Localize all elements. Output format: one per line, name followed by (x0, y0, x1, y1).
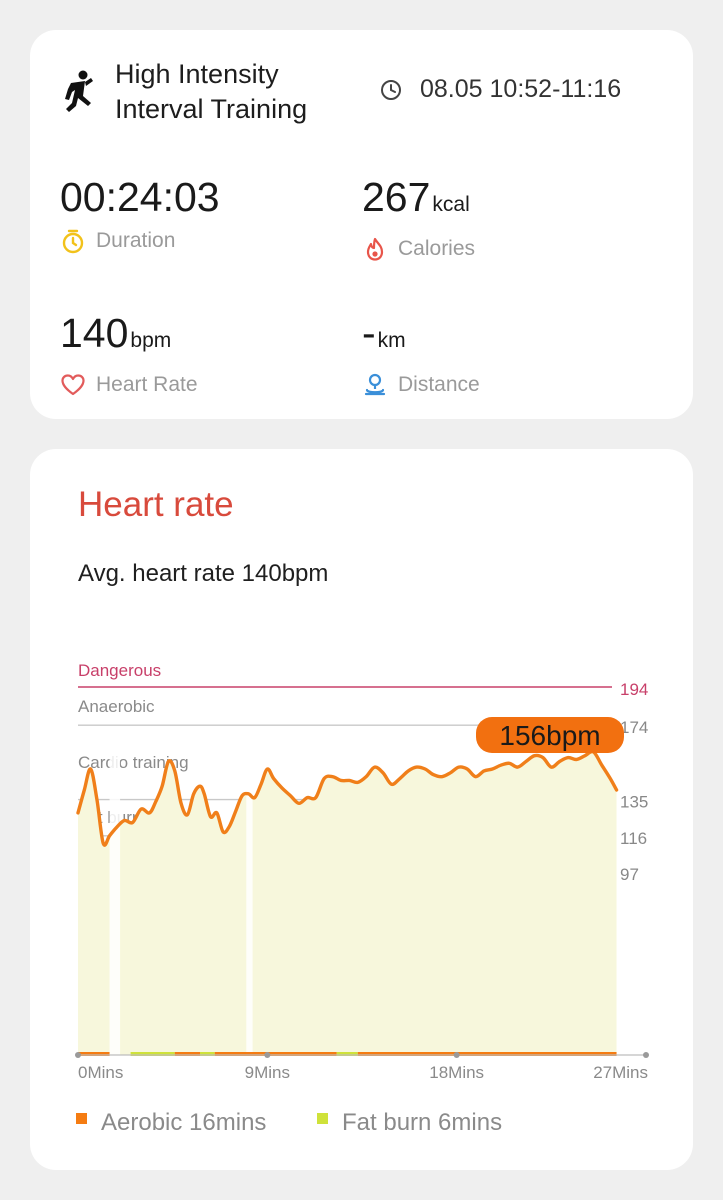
area-gap (246, 749, 253, 1055)
x-axis-label: 9Mins (245, 1063, 290, 1082)
flame-icon (366, 237, 384, 261)
zone-threshold-anaerobic: 174 (620, 718, 648, 737)
heart-rate-stat: 140bpm Heart Rate (60, 310, 198, 398)
zone-band-fat-burn (130, 1052, 175, 1056)
x-axis-label: 18Mins (429, 1063, 484, 1082)
legend-fat-burn-label: Fat burn 6mins (342, 1109, 503, 1136)
calories-unit: kcal (432, 193, 470, 216)
zone-threshold-fat-burning: 116 (620, 829, 647, 848)
area-gap (109, 749, 121, 1055)
calories-value: 267 (362, 174, 431, 220)
distance-stat: -km Distance (362, 310, 480, 398)
zone-band-aerobic (174, 1052, 201, 1056)
zone-threshold-dangerous: 194 (620, 680, 648, 699)
zone-label-dangerous: Dangerous (78, 661, 161, 680)
zone-threshold-cardio-training: 135 (620, 793, 648, 812)
location-pin-icon (364, 373, 386, 396)
time-range: 08.05 10:52-11:16 (380, 75, 621, 104)
legend-fat-burn: Fat burn 6mins (317, 1109, 502, 1137)
heart-rate-line (76, 749, 619, 847)
zone-band-aerobic (214, 1052, 337, 1056)
running-person-icon (65, 70, 93, 112)
activity-title: High Intensity Interval Training (115, 59, 308, 124)
legend-fat-burn-swatch (317, 1112, 328, 1124)
zone-label-cardio-training: Cardio training (78, 753, 189, 772)
heart-icon (61, 374, 85, 396)
heart-rate-card: Heart rate Avg. heart rate 140bpm 194 174… (30, 449, 693, 1170)
average-heart-rate: Avg. heart rate 140bpm (78, 560, 329, 587)
calories-label: Calories (398, 237, 476, 260)
distance-unit: km (377, 329, 406, 352)
zone-band-aerobic (78, 1052, 110, 1056)
zone-band-aerobic (357, 1052, 617, 1056)
zone-threshold-warm-up: 97 (620, 865, 639, 884)
heart-rate-title: Heart rate (78, 485, 234, 524)
heart-rate-unit: bpm (130, 329, 172, 352)
clock-icon (381, 79, 401, 100)
x-axis-tick (643, 1052, 649, 1058)
heart-rate-area (78, 751, 617, 1055)
zone-band-fat-burn (336, 1052, 358, 1056)
heart-rate-chart: 194 174 135 116 97 Dangerous Anaerobic Cardio t… (75, 661, 649, 1082)
distance-label: Distance (398, 373, 480, 396)
heart-rate-label: Heart Rate (96, 373, 198, 396)
heart-rate-value: 140 (60, 310, 129, 356)
x-axis-label: 0Mins (78, 1063, 123, 1082)
calories-stat: 267kcal Calories (362, 174, 475, 262)
time-range-text: 08.05 10:52-11:16 (420, 75, 622, 103)
legend-aerobic-label: Aerobic 16mins (101, 1109, 267, 1136)
x-axis-tick (264, 1052, 271, 1058)
peak-callout-bubble (476, 717, 624, 753)
legend-aerobic-swatch (76, 1112, 87, 1124)
x-axis-tick (75, 1052, 81, 1058)
duration-label: Duration (96, 229, 176, 252)
stopwatch-icon (62, 229, 84, 254)
zone-label-anaerobic: Anaerobic (78, 697, 155, 716)
peak-callout-text: 156bpm (499, 720, 600, 751)
x-axis-tick (453, 1052, 460, 1058)
duration-stat: 00:24:03 Duration (60, 174, 220, 254)
x-axis-label: 27Mins (593, 1063, 648, 1082)
distance-value: - (362, 310, 376, 356)
duration-value: 00:24:03 (60, 174, 220, 220)
workout-summary-card: High Intensity Interval Training 08.05 1… (30, 30, 693, 419)
zone-band-fat-burn (200, 1052, 215, 1056)
peak-callout-pointer (586, 747, 601, 752)
legend-aerobic: Aerobic 16mins (76, 1109, 266, 1137)
